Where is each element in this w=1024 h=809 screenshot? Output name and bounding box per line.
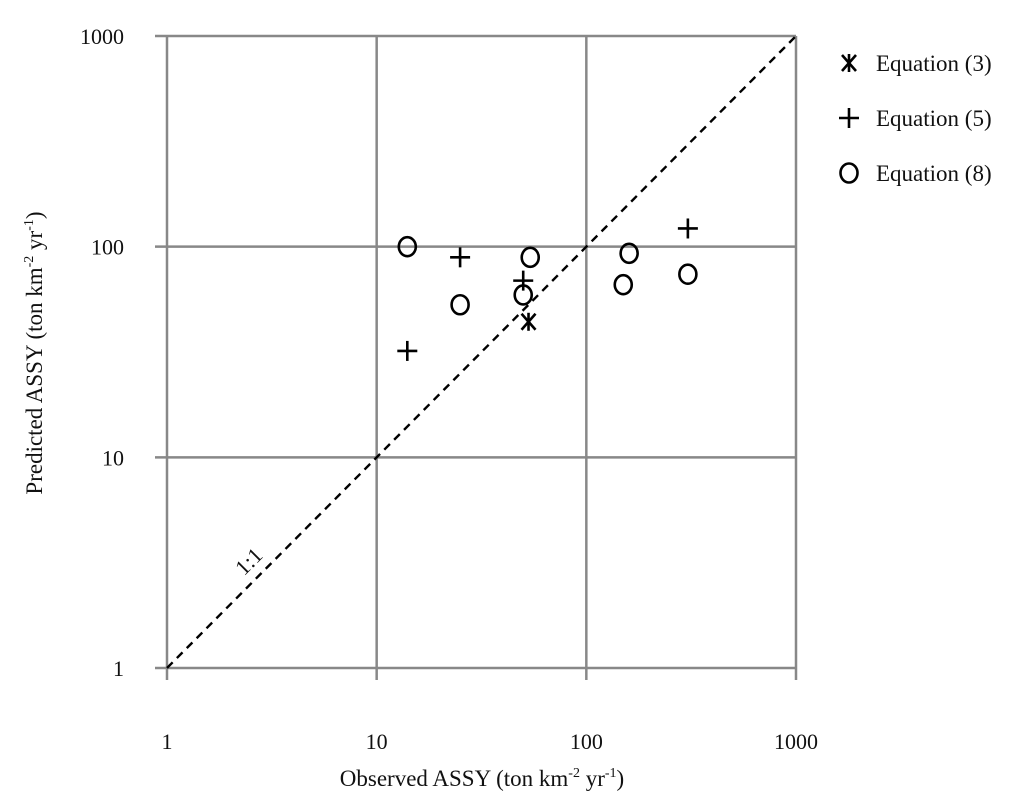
marker-layer (397, 218, 698, 361)
data-point-circle (397, 235, 418, 258)
one-to-one-line (166, 35, 797, 669)
tick-label-layer: 1 10 100 1000 1 10 100 1000 (80, 24, 818, 754)
legend-marker-plus (839, 108, 859, 128)
data-point-circle (619, 242, 639, 265)
y-tick-label: 10 (102, 445, 124, 470)
data-point-plus (677, 218, 698, 239)
data-point-circle-shape (613, 273, 634, 296)
data-point-circle-shape (678, 263, 698, 286)
data-point-circle-shape (450, 293, 470, 316)
data-point-circle-shape (397, 235, 418, 258)
data-point-circle (613, 273, 634, 296)
legend-item: Equation (8) (839, 161, 992, 186)
x-tick-label: 10 (366, 729, 388, 754)
data-point-circle (450, 293, 470, 316)
y-axis-title: Predicted ASSY (ton km-2 yr-1) (22, 211, 47, 494)
one-to-one-label: 1:1 (230, 542, 268, 580)
legend: Equation (3) Equation (5) Equation (8) (839, 51, 992, 186)
legend-marker-asterisk (841, 54, 857, 72)
data-point-circle-shape (619, 242, 639, 265)
y-tick-label: 1000 (80, 24, 124, 49)
data-point-circle (520, 246, 541, 269)
data-point-plus (397, 340, 418, 361)
y-tick-label: 1 (113, 656, 124, 681)
data-point-circle-shape (520, 246, 541, 269)
legend-marker-circle (839, 162, 859, 184)
y-tick-label: 100 (91, 235, 124, 260)
legend-item: Equation (3) (841, 51, 992, 76)
x-axis-title: Observed ASSY (ton km-2 yr-1) (340, 766, 624, 791)
data-point-circle-shape (513, 284, 534, 306)
data-point-asterisk (520, 312, 537, 331)
legend-label: Equation (5) (876, 106, 992, 131)
reference-line-layer: 1:1 (166, 35, 797, 669)
legend-label: Equation (8) (876, 161, 992, 186)
legend-marker-circle-shape (839, 162, 859, 184)
data-point-circle (513, 284, 534, 306)
legend-label: Equation (3) (876, 51, 992, 76)
data-point-circle (678, 263, 698, 286)
legend-item: Equation (5) (839, 106, 992, 131)
x-tick-label: 1000 (774, 729, 818, 754)
x-tick-label: 100 (570, 729, 603, 754)
grid-layer (155, 34, 798, 680)
x-tick-label: 1 (162, 729, 173, 754)
data-point-plus (513, 270, 534, 291)
data-point-plus (450, 247, 471, 268)
